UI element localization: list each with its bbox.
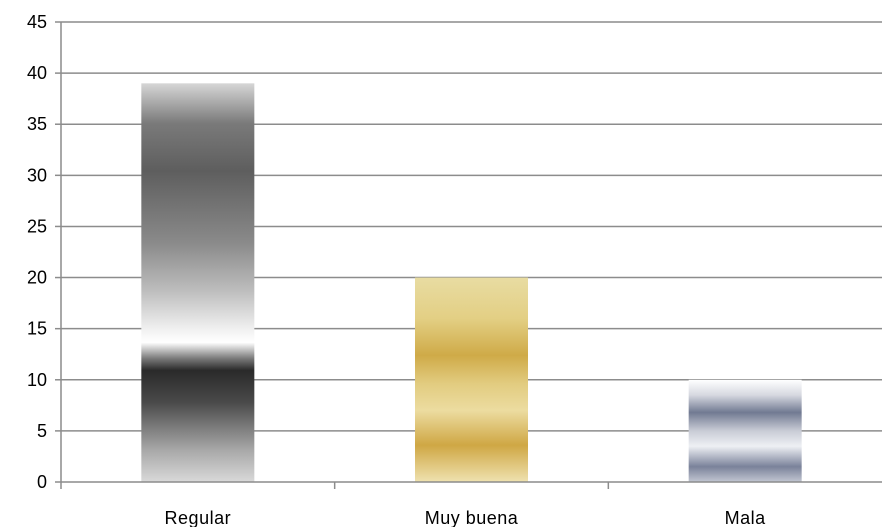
axes (55, 21, 882, 489)
y-tick-label: 20 (27, 268, 47, 288)
y-tick-label: 25 (27, 216, 47, 236)
bar-muy-buena (415, 277, 528, 482)
y-tick-label: 10 (27, 370, 47, 390)
y-tick-labels: 0 5 10 15 20 25 30 35 40 45 (27, 12, 47, 492)
bar-mala (688, 379, 802, 482)
y-tick-label: 5 (37, 421, 47, 441)
y-tick-label: 15 (27, 319, 47, 339)
y-tick-label: 45 (27, 12, 47, 32)
bar-regular (141, 83, 255, 482)
y-tick-label: 30 (27, 165, 47, 185)
bars (141, 83, 802, 482)
x-category-label: Mala (725, 508, 767, 527)
x-category-labels: Regular Muy buena Mala (165, 508, 767, 527)
y-tick-label: 40 (27, 63, 47, 83)
x-category-label: Regular (165, 508, 232, 527)
y-tick-label: 35 (27, 114, 47, 134)
x-category-label: Muy buena (425, 508, 519, 527)
y-tick-label: 0 (37, 472, 47, 492)
